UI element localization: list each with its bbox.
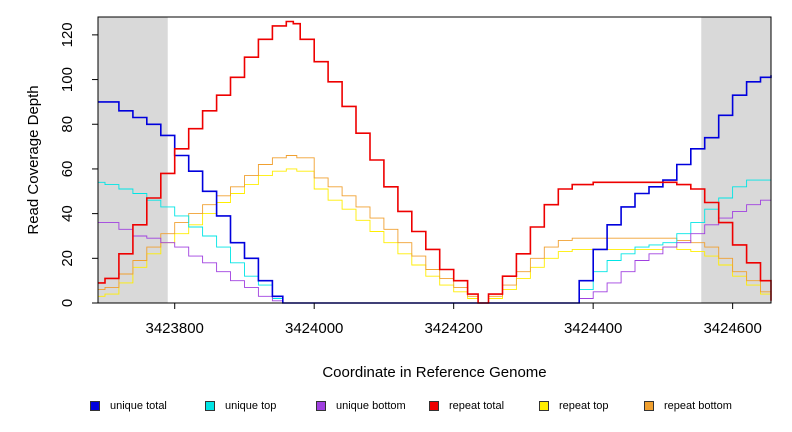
y-tick-label: 40	[59, 205, 76, 222]
y-tick-label: 0	[59, 299, 76, 307]
y-tick-label: 80	[59, 116, 76, 133]
legend-swatch	[429, 401, 439, 411]
legend-label: unique top	[225, 400, 277, 412]
x-axis-label: Coordinate in Reference Genome	[322, 364, 546, 381]
shaded-regions	[98, 17, 771, 303]
legend-swatch	[316, 401, 326, 411]
legend-item-unique-top: unique top	[205, 400, 276, 412]
legend-swatch	[644, 401, 654, 411]
series-line-repeat-top	[98, 168, 772, 304]
legend-item-repeat-bottom: repeat bottom	[644, 400, 732, 412]
y-tick-label: 120	[59, 22, 76, 47]
plot-frame	[97, 16, 772, 304]
legend-item-unique-total: unique total	[90, 400, 167, 412]
legend-swatch	[539, 401, 549, 411]
legend-swatch	[90, 401, 100, 411]
legend-item-repeat-total: repeat total	[429, 400, 504, 412]
shaded-region-1	[98, 17, 168, 303]
legend-item-repeat-top: repeat top	[539, 400, 609, 412]
y-tick-label: 20	[59, 250, 76, 267]
shaded-region-2	[701, 17, 771, 303]
y-tick-label: 60	[59, 161, 76, 178]
x-axis: 3423800 3424000 3424200 3424400 3424600	[146, 303, 762, 337]
series-line-unique-total	[98, 75, 772, 304]
x-tick-label: 3423800	[146, 320, 204, 337]
legend-label: unique bottom	[336, 400, 406, 412]
series-lines	[98, 20, 772, 304]
legend-label: repeat bottom	[664, 400, 732, 412]
y-axis: 0 20 40 60 80 100 120	[59, 22, 98, 307]
y-tick-label: 100	[59, 67, 76, 92]
series-line-unique-top	[98, 179, 771, 304]
x-tick-label: 3424000	[285, 320, 343, 337]
series-line-repeat-bottom	[98, 155, 772, 304]
legend-label: repeat top	[559, 400, 609, 412]
y-axis-label: Read Coverage Depth	[25, 85, 42, 234]
legend: unique total unique top unique bottom repea…	[90, 400, 790, 418]
x-tick-label: 3424200	[424, 320, 482, 337]
legend-item-unique-bottom: unique bottom	[316, 400, 406, 412]
x-tick-label: 3424600	[703, 320, 761, 337]
legend-label: unique total	[110, 400, 167, 412]
legend-swatch	[205, 401, 215, 411]
legend-label: repeat total	[449, 400, 505, 412]
x-tick-label: 3424400	[564, 320, 622, 337]
series-line-repeat-total	[98, 20, 772, 304]
